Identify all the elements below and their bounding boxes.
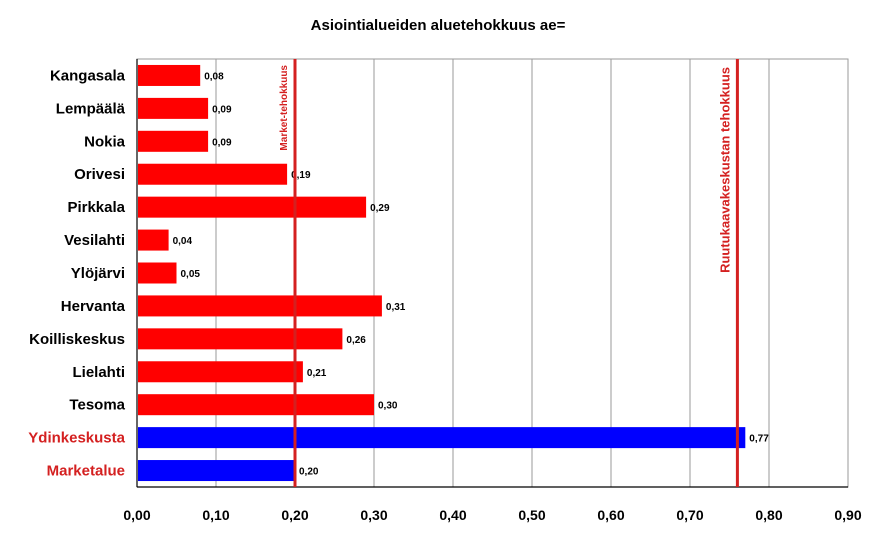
bar [138,97,209,119]
x-tick-label: 0,10 [202,507,229,523]
category-label: Lempäälä [56,100,126,117]
category-label: Pirkkala [67,199,125,216]
category-label: Tesoma [69,397,125,414]
category-label: Ydinkeskusta [28,430,125,447]
data-label: 0,09 [212,104,232,115]
data-label: 0,05 [181,269,201,280]
bar [138,163,288,185]
category-label: Koilliskeskus [29,331,125,348]
data-label: 0,08 [204,71,224,82]
bar [138,229,169,251]
reference-line-label: Ruutukaavakeskustan tehokkuus [717,67,732,273]
data-label: 0,26 [346,335,366,346]
bar [138,394,374,416]
bar [138,64,201,86]
x-tick-label: 0,50 [518,507,545,523]
x-tick-label: 0,80 [755,507,782,523]
data-label: 0,09 [212,137,232,148]
bar [138,361,303,383]
x-tick-label: 0,60 [597,507,624,523]
bar [138,427,746,449]
bar [138,295,382,317]
bar [138,262,177,284]
data-label: 0,20 [299,467,319,478]
x-tick-label: 0,40 [439,507,466,523]
data-label: 0,21 [307,368,327,379]
x-tick-label: 0,90 [834,507,861,523]
x-tick-label: 0,20 [281,507,308,523]
category-label: Orivesi [74,166,125,183]
category-label: Kangasala [50,67,126,84]
chart-title: Asiointialueiden aluetehokkuus ae= [311,17,566,34]
category-label: Vesilahti [64,232,125,249]
data-label: 0,04 [173,236,193,247]
x-tick-label: 0,00 [123,507,150,523]
bar [138,460,295,482]
category-label: Marketalue [47,463,125,480]
data-label: 0,31 [386,302,406,313]
bar [138,328,343,350]
plot-frame [136,58,849,488]
category-label: Nokia [84,133,126,150]
data-label: 0,77 [749,434,769,445]
category-label: Lielahti [72,364,125,381]
bar [138,130,209,152]
category-label: Ylöjärvi [71,265,125,282]
data-label: 0,30 [378,401,398,412]
x-tick-label: 0,30 [360,507,387,523]
data-label: 0,19 [291,170,311,181]
category-label: Hervanta [61,298,126,315]
plot-area: 0,00 0,10 0,20 0,30 0,40 0,50 0,60 0,70 0,80 0,90… [28,58,862,523]
reference-line-label: Market-tehokkuus [279,65,290,151]
data-label: 0,29 [370,203,390,214]
x-tick-label: 0,70 [676,507,703,523]
bar [138,196,367,218]
